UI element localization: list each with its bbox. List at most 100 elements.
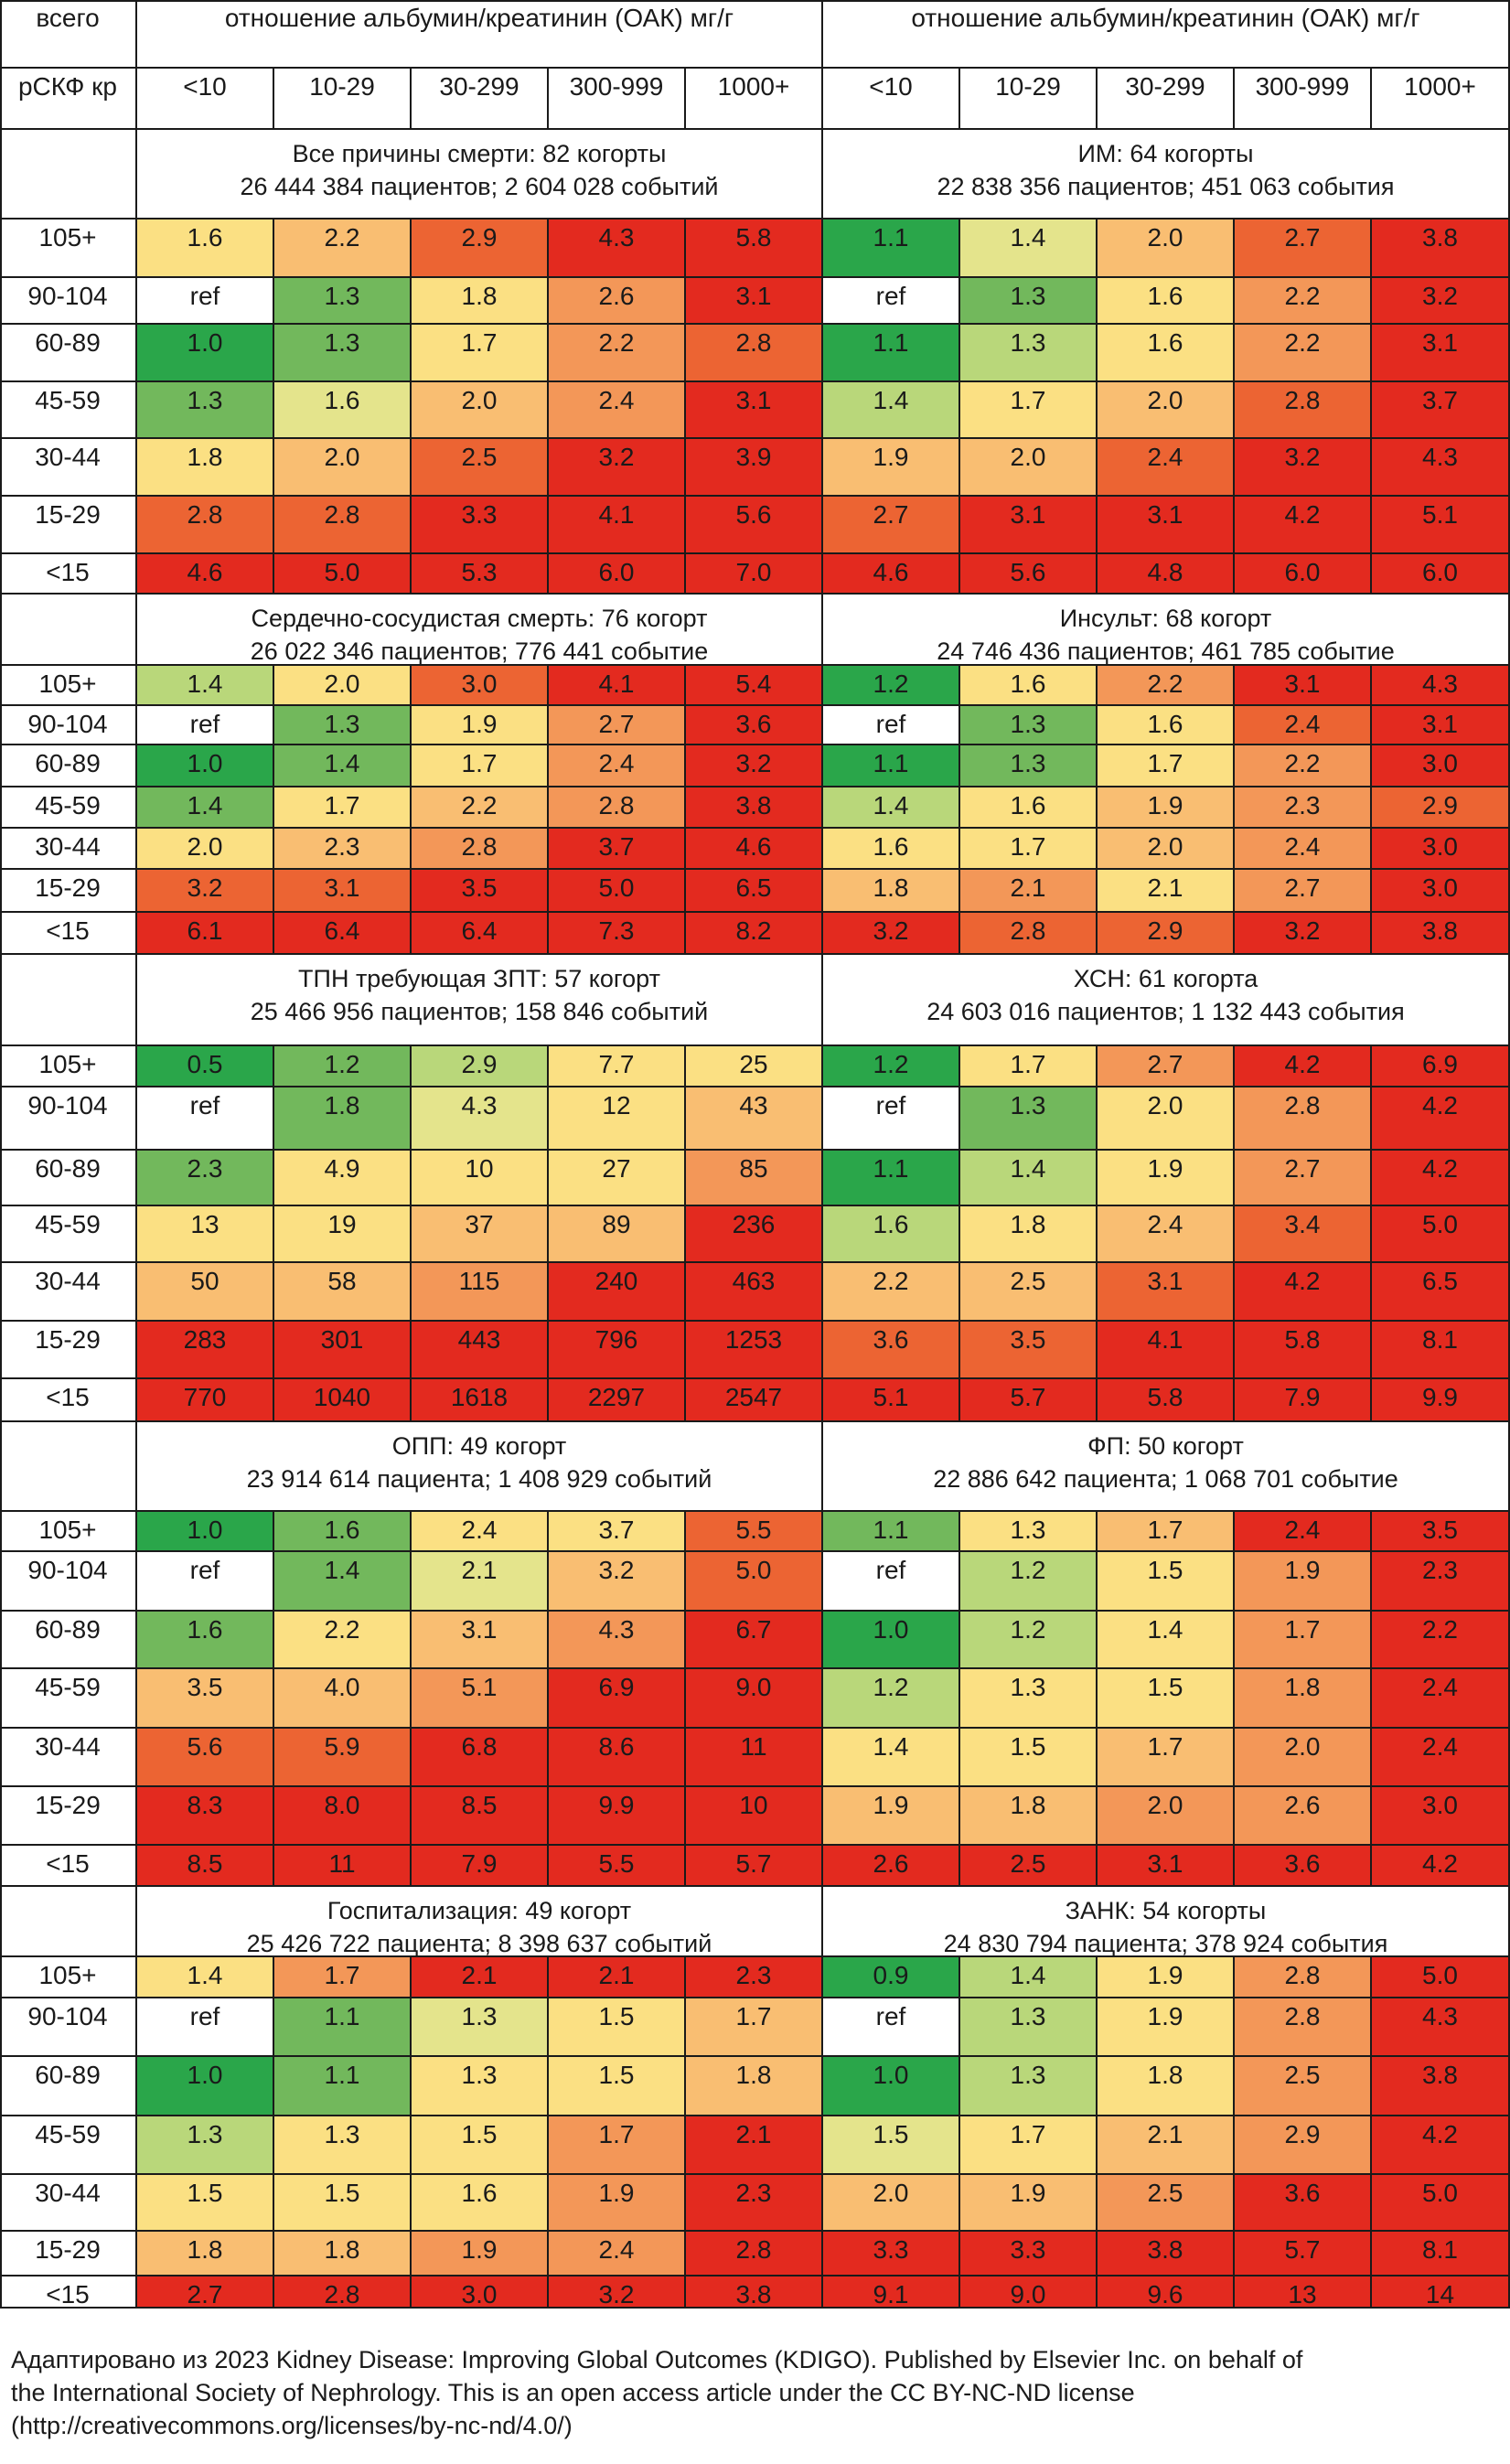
panel-subtitle: 26 022 346 пациентов; 776 441 событие [250, 637, 709, 665]
risk-value-cell: 5.8 [1235, 1322, 1372, 1379]
egfr-category-label: 105+ [0, 1512, 137, 1552]
risk-value-cell: 2.3 [274, 829, 412, 870]
risk-value-cell: 8.1 [1372, 1322, 1510, 1379]
risk-value-cell: 6.1 [137, 913, 274, 955]
risk-value-cell: 3.2 [137, 870, 274, 913]
risk-value-cell: 1.3 [960, 2057, 1098, 2116]
egfr-category-label: 30-44 [0, 1263, 137, 1322]
egfr-category-label: 45-59 [0, 787, 137, 829]
egfr-category-label: 105+ [0, 220, 137, 278]
risk-value-cell: 85 [686, 1151, 823, 1206]
risk-value-cell: 1.7 [274, 787, 412, 829]
risk-value-cell: 58 [274, 1263, 412, 1322]
acr-category-header: 300-999 [549, 69, 686, 130]
header-egfr-label: рСКФ кр [0, 69, 137, 130]
risk-value-cell: 8.5 [412, 1787, 549, 1846]
risk-value-cell: 9.6 [1098, 2277, 1235, 2309]
risk-value-cell: 1.1 [823, 325, 960, 382]
risk-value-cell: 3.3 [412, 497, 549, 554]
risk-value-cell: 2.1 [549, 1957, 686, 1998]
risk-value-cell: 1.1 [274, 2057, 412, 2116]
egfr-category-label: <15 [0, 913, 137, 955]
egfr-category-label: 90-104 [0, 706, 137, 745]
risk-value-cell: 1.3 [960, 745, 1098, 787]
risk-value-cell: 19 [274, 1206, 412, 1263]
panel-title-cell: ХСН: 61 когорта 24 603 016 пациентов; 1 1… [823, 955, 1510, 1046]
risk-value-cell: 13 [137, 1206, 274, 1263]
risk-value-cell: 2.2 [1372, 1612, 1510, 1669]
risk-value-cell: 1.7 [960, 382, 1098, 439]
risk-value-cell: 3.0 [412, 666, 549, 706]
risk-value-cell: 1.5 [1098, 1552, 1235, 1612]
risk-value-cell: 115 [412, 1263, 549, 1322]
risk-value-cell: 2.2 [549, 325, 686, 382]
risk-value-cell: 4.2 [1372, 1846, 1510, 1887]
risk-value-cell: 1.6 [274, 382, 412, 439]
risk-value-cell: 7.0 [686, 554, 823, 595]
egfr-category-label: <15 [0, 554, 137, 595]
risk-value-cell: 3.7 [549, 1512, 686, 1552]
risk-value-cell: 5.6 [686, 497, 823, 554]
risk-value-cell: 1.7 [960, 1046, 1098, 1087]
risk-value-cell: 2.4 [549, 745, 686, 787]
risk-value-cell: 770 [137, 1379, 274, 1422]
risk-value-cell: 1.8 [960, 1206, 1098, 1263]
risk-value-cell: 3.2 [1235, 913, 1372, 955]
risk-value-cell: 3.2 [686, 745, 823, 787]
risk-value-cell: 6.0 [1235, 554, 1372, 595]
risk-value-cell: 1.6 [137, 1612, 274, 1669]
risk-value-cell: 1.6 [960, 787, 1098, 829]
risk-value-cell: 3.5 [137, 1669, 274, 1729]
risk-value-cell: ref [137, 278, 274, 325]
risk-value-cell: 1.5 [549, 1998, 686, 2057]
risk-value-cell: 4.2 [1372, 1087, 1510, 1151]
panel-title-cell: ТПН требующая ЗПТ: 57 когорт 25 466 956 п… [137, 955, 823, 1046]
risk-value-cell: 4.3 [549, 220, 686, 278]
egfr-category-label: 45-59 [0, 382, 137, 439]
panel-title-cell: Сердечно-сосудистая смерть: 76 когорт 26 … [137, 595, 823, 666]
risk-value-cell: 443 [412, 1322, 549, 1379]
risk-value-cell: 1.1 [823, 1512, 960, 1552]
acr-category-header: 300-999 [1235, 69, 1372, 130]
risk-value-cell: 4.6 [137, 554, 274, 595]
risk-value-cell: ref [137, 706, 274, 745]
risk-value-cell: 2.5 [412, 439, 549, 497]
risk-value-cell: 1.9 [1098, 1998, 1235, 2057]
egfr-label-blank [0, 595, 137, 666]
risk-value-cell: 0.5 [137, 1046, 274, 1087]
risk-value-cell: 1.8 [274, 2232, 412, 2277]
risk-value-cell: 236 [686, 1206, 823, 1263]
risk-value-cell: 1.7 [686, 1998, 823, 2057]
risk-value-cell: ref [823, 1087, 960, 1151]
panel-title: ОПП: 49 когорт [391, 1432, 567, 1460]
egfr-label-blank [0, 1422, 137, 1512]
risk-value-cell: 5.8 [686, 220, 823, 278]
risk-value-cell: 1.8 [823, 870, 960, 913]
risk-value-cell: 2.4 [1372, 1669, 1510, 1729]
risk-value-cell: 1.7 [960, 2116, 1098, 2175]
risk-value-cell: 2.0 [1098, 1787, 1235, 1846]
risk-value-cell: 2.4 [1098, 1206, 1235, 1263]
risk-value-cell: ref [137, 1998, 274, 2057]
acr-category-header: 1000+ [686, 69, 823, 130]
panel-subtitle: 25 426 722 пациента; 8 398 637 событий [246, 1930, 712, 1957]
risk-value-cell: 2.9 [412, 220, 549, 278]
risk-value-cell: 1.4 [137, 666, 274, 706]
risk-value-cell: 4.2 [1235, 497, 1372, 554]
risk-value-cell: 2.7 [1098, 1046, 1235, 1087]
acr-category-header: 10-29 [274, 69, 412, 130]
risk-value-cell: 4.9 [274, 1151, 412, 1206]
risk-value-cell: ref [823, 706, 960, 745]
egfr-category-label: 15-29 [0, 497, 137, 554]
risk-value-cell: 4.8 [1098, 554, 1235, 595]
risk-value-cell: 3.9 [686, 439, 823, 497]
panel-title: Все причины смерти: 82 когорты [292, 140, 667, 167]
risk-value-cell: 3.7 [549, 829, 686, 870]
risk-value-cell: 5.5 [549, 1846, 686, 1887]
source-footnote: Адаптировано из 2023 Kidney Disease: Imp… [11, 2343, 1502, 2442]
egfr-category-label: 45-59 [0, 1206, 137, 1263]
risk-value-cell: 796 [549, 1322, 686, 1379]
risk-value-cell: 1.6 [1098, 706, 1235, 745]
risk-value-cell: 2.1 [1098, 2116, 1235, 2175]
risk-value-cell: 1040 [274, 1379, 412, 1422]
